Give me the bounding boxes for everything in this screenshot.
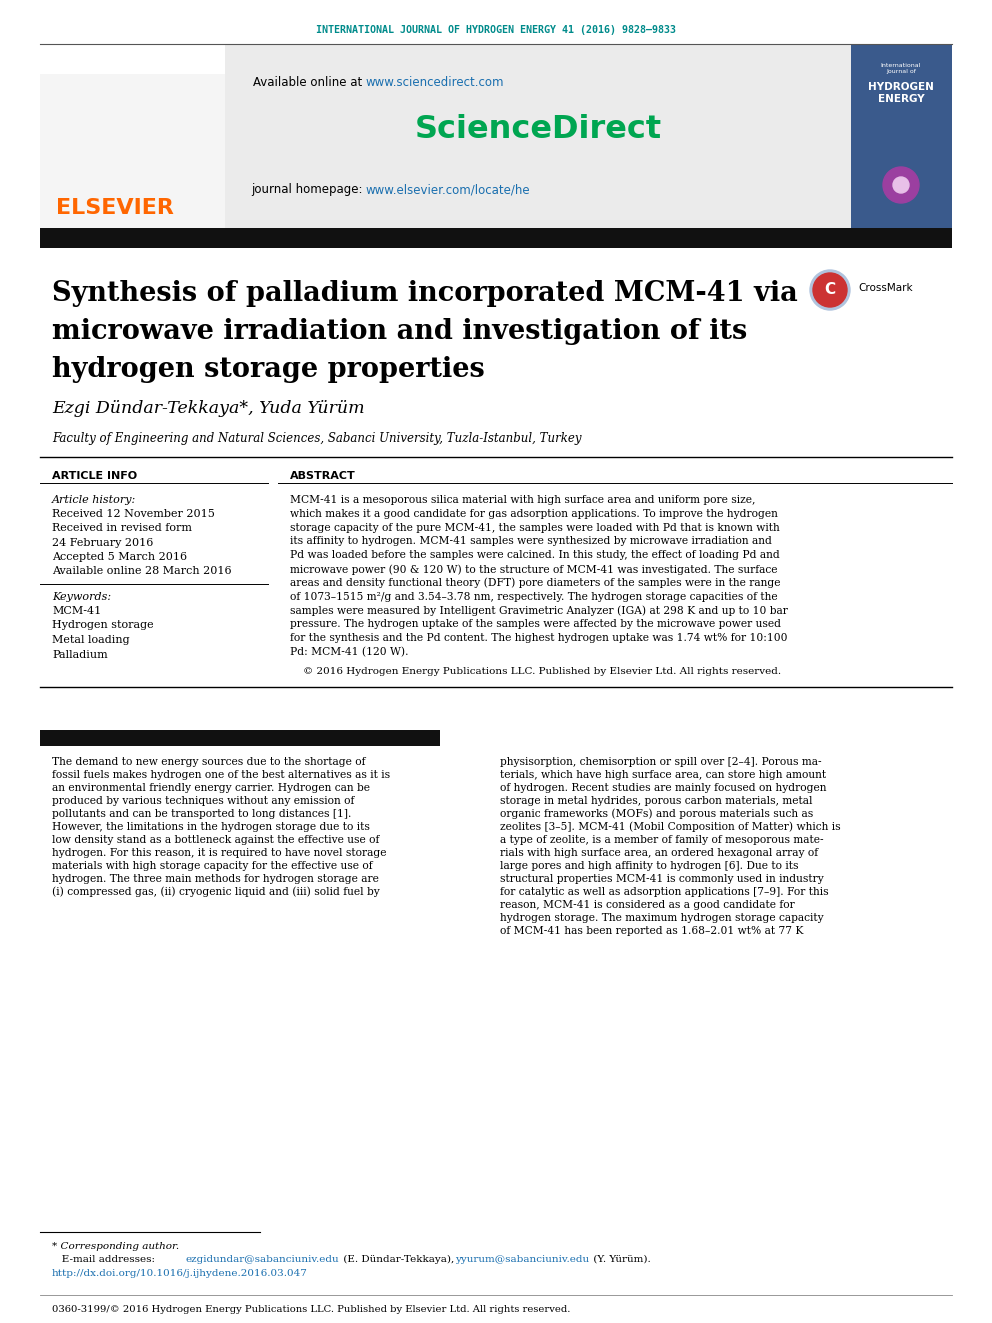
Text: hydrogen. For this reason, it is required to have novel storage: hydrogen. For this reason, it is require… xyxy=(52,848,387,857)
Text: Keywords:: Keywords: xyxy=(52,591,111,602)
Text: C: C xyxy=(824,283,835,298)
Text: Hydrogen storage: Hydrogen storage xyxy=(52,620,154,631)
Text: organic frameworks (MOFs) and porous materials such as: organic frameworks (MOFs) and porous mat… xyxy=(500,808,813,819)
Text: microwave power (90 & 120 W) to the structure of MCM-41 was investigated. The su: microwave power (90 & 120 W) to the stru… xyxy=(290,564,778,574)
Text: structural properties MCM-41 is commonly used in industry: structural properties MCM-41 is commonly… xyxy=(500,873,823,884)
Text: hydrogen storage properties: hydrogen storage properties xyxy=(52,356,485,382)
Text: www.elsevier.com/locate/he: www.elsevier.com/locate/he xyxy=(366,184,531,197)
Text: terials, which have high surface area, can store high amount: terials, which have high surface area, c… xyxy=(500,770,826,779)
Circle shape xyxy=(813,273,847,307)
Text: for catalytic as well as adsorption applications [7–9]. For this: for catalytic as well as adsorption appl… xyxy=(500,886,828,897)
Text: © 2016 Hydrogen Energy Publications LLC. Published by Elsevier Ltd. All rights r: © 2016 Hydrogen Energy Publications LLC.… xyxy=(290,667,781,676)
Text: http://dx.doi.org/10.1016/j.ijhydene.2016.03.047: http://dx.doi.org/10.1016/j.ijhydene.201… xyxy=(52,1269,308,1278)
Text: (Y. Yürüm).: (Y. Yürüm). xyxy=(590,1256,651,1263)
Text: storage capacity of the pure MCM-41, the samples were loaded with Pd that is kno: storage capacity of the pure MCM-41, the… xyxy=(290,523,780,533)
Text: of MCM-41 has been reported as 1.68–2.01 wt% at 77 K: of MCM-41 has been reported as 1.68–2.01… xyxy=(500,926,804,935)
Text: Faculty of Engineering and Natural Sciences, Sabanci University, Tuzla-Istanbul,: Faculty of Engineering and Natural Scien… xyxy=(52,433,581,445)
Text: hydrogen. The three main methods for hydrogen storage are: hydrogen. The three main methods for hyd… xyxy=(52,873,379,884)
Text: 24 February 2016: 24 February 2016 xyxy=(52,537,154,548)
Text: Pd: MCM-41 (120 W).: Pd: MCM-41 (120 W). xyxy=(290,647,409,658)
Text: produced by various techniques without any emission of: produced by various techniques without a… xyxy=(52,795,354,806)
Bar xyxy=(40,74,225,232)
Text: Available online at: Available online at xyxy=(253,75,366,89)
Text: ezgidundar@sabanciuniv.edu: ezgidundar@sabanciuniv.edu xyxy=(185,1256,338,1263)
Text: (E. Dündar-Tekkaya),: (E. Dündar-Tekkaya), xyxy=(340,1256,457,1263)
Text: MCM-41: MCM-41 xyxy=(52,606,101,617)
Bar xyxy=(225,44,851,232)
Text: ABSTRACT: ABSTRACT xyxy=(290,471,356,482)
Bar xyxy=(40,228,952,247)
Text: www.sciencedirect.com: www.sciencedirect.com xyxy=(366,75,505,89)
Text: ELSEVIER: ELSEVIER xyxy=(57,198,174,218)
Text: INTERNATIONAL JOURNAL OF HYDROGEN ENERGY 41 (2016) 9828–9833: INTERNATIONAL JOURNAL OF HYDROGEN ENERGY… xyxy=(316,25,676,34)
Text: of 1073–1515 m²/g and 3.54–3.78 nm, respectively. The hydrogen storage capacitie: of 1073–1515 m²/g and 3.54–3.78 nm, resp… xyxy=(290,591,778,602)
Text: Metal loading: Metal loading xyxy=(52,635,130,646)
Text: Ezgi Dündar-Tekkaya*, Yuda Yürüm: Ezgi Dündar-Tekkaya*, Yuda Yürüm xyxy=(52,400,365,417)
Text: pollutants and can be transported to long distances [1].: pollutants and can be transported to lon… xyxy=(52,808,351,819)
Text: microwave irradiation and investigation of its: microwave irradiation and investigation … xyxy=(52,318,747,345)
Text: which makes it a good candidate for gas adsorption applications. To improve the : which makes it a good candidate for gas … xyxy=(290,509,778,519)
Text: physisorption, chemisorption or spill over [2–4]. Porous ma-: physisorption, chemisorption or spill ov… xyxy=(500,757,821,766)
Circle shape xyxy=(883,167,919,202)
Text: zeolites [3–5]. MCM-41 (Mobil Composition of Matter) which is: zeolites [3–5]. MCM-41 (Mobil Compositio… xyxy=(500,822,840,832)
Text: yyurum@sabanciuniv.edu: yyurum@sabanciuniv.edu xyxy=(455,1256,589,1263)
Text: Palladium: Palladium xyxy=(52,650,108,659)
Text: ScienceDirect: ScienceDirect xyxy=(415,115,662,146)
Text: Available online 28 March 2016: Available online 28 March 2016 xyxy=(52,566,231,576)
Bar xyxy=(851,44,952,232)
Text: Synthesis of palladium incorporated MCM-41 via: Synthesis of palladium incorporated MCM-… xyxy=(52,280,798,307)
Text: Pd was loaded before the samples were calcined. In this study, the effect of loa: Pd was loaded before the samples were ca… xyxy=(290,550,780,560)
Text: Article history:: Article history: xyxy=(52,495,136,505)
Bar xyxy=(40,44,225,232)
Text: (i) compressed gas, (ii) cryogenic liquid and (iii) solid fuel by: (i) compressed gas, (ii) cryogenic liqui… xyxy=(52,886,380,897)
Text: rials with high surface area, an ordered hexagonal array of: rials with high surface area, an ordered… xyxy=(500,848,818,857)
Text: MCM-41 is a mesoporous silica material with high surface area and uniform pore s: MCM-41 is a mesoporous silica material w… xyxy=(290,495,755,505)
Circle shape xyxy=(810,270,850,310)
Text: reason, MCM-41 is considered as a good candidate for: reason, MCM-41 is considered as a good c… xyxy=(500,900,795,910)
Text: E-mail addresses:: E-mail addresses: xyxy=(52,1256,159,1263)
Bar xyxy=(40,729,440,746)
Text: ARTICLE INFO: ARTICLE INFO xyxy=(52,471,137,482)
Text: of hydrogen. Recent studies are mainly focused on hydrogen: of hydrogen. Recent studies are mainly f… xyxy=(500,783,826,792)
Text: a type of zeolite, is a member of family of mesoporous mate-: a type of zeolite, is a member of family… xyxy=(500,835,823,844)
Circle shape xyxy=(893,177,909,193)
Text: hydrogen storage. The maximum hydrogen storage capacity: hydrogen storage. The maximum hydrogen s… xyxy=(500,913,823,922)
Text: CrossMark: CrossMark xyxy=(858,283,913,292)
Text: Introduction: Introduction xyxy=(52,717,141,730)
Text: for the synthesis and the Pd content. The highest hydrogen uptake was 1.74 wt% f: for the synthesis and the Pd content. Th… xyxy=(290,632,788,643)
Text: HYDROGEN
ENERGY: HYDROGEN ENERGY xyxy=(868,82,933,103)
Text: International
Journal of: International Journal of xyxy=(881,64,922,74)
Text: storage in metal hydrides, porous carbon materials, metal: storage in metal hydrides, porous carbon… xyxy=(500,795,812,806)
Text: The demand to new energy sources due to the shortage of: The demand to new energy sources due to … xyxy=(52,757,365,766)
Text: areas and density functional theory (DFT) pore diameters of the samples were in : areas and density functional theory (DFT… xyxy=(290,578,781,589)
Text: pressure. The hydrogen uptake of the samples were affected by the microwave powe: pressure. The hydrogen uptake of the sam… xyxy=(290,619,781,630)
Text: large pores and high affinity to hydrogen [6]. Due to its: large pores and high affinity to hydroge… xyxy=(500,860,799,871)
Text: fossil fuels makes hydrogen one of the best alternatives as it is: fossil fuels makes hydrogen one of the b… xyxy=(52,770,390,779)
Text: Received in revised form: Received in revised form xyxy=(52,524,192,533)
Text: low density stand as a bottleneck against the effective use of: low density stand as a bottleneck agains… xyxy=(52,835,379,844)
Text: materials with high storage capacity for the effective use of: materials with high storage capacity for… xyxy=(52,860,373,871)
Text: Received 12 November 2015: Received 12 November 2015 xyxy=(52,509,215,519)
Text: * Corresponding author.: * Corresponding author. xyxy=(52,1242,180,1252)
Text: its affinity to hydrogen. MCM-41 samples were synthesized by microwave irradiati: its affinity to hydrogen. MCM-41 samples… xyxy=(290,536,772,546)
Text: Accepted 5 March 2016: Accepted 5 March 2016 xyxy=(52,552,187,562)
Text: samples were measured by Intelligent Gravimetric Analyzer (IGA) at 298 K and up : samples were measured by Intelligent Gra… xyxy=(290,606,788,617)
Text: an environmental friendly energy carrier. Hydrogen can be: an environmental friendly energy carrier… xyxy=(52,783,370,792)
Text: 0360-3199/© 2016 Hydrogen Energy Publications LLC. Published by Elsevier Ltd. Al: 0360-3199/© 2016 Hydrogen Energy Publica… xyxy=(52,1304,570,1314)
Text: However, the limitations in the hydrogen storage due to its: However, the limitations in the hydrogen… xyxy=(52,822,370,832)
Text: journal homepage:: journal homepage: xyxy=(251,184,366,197)
